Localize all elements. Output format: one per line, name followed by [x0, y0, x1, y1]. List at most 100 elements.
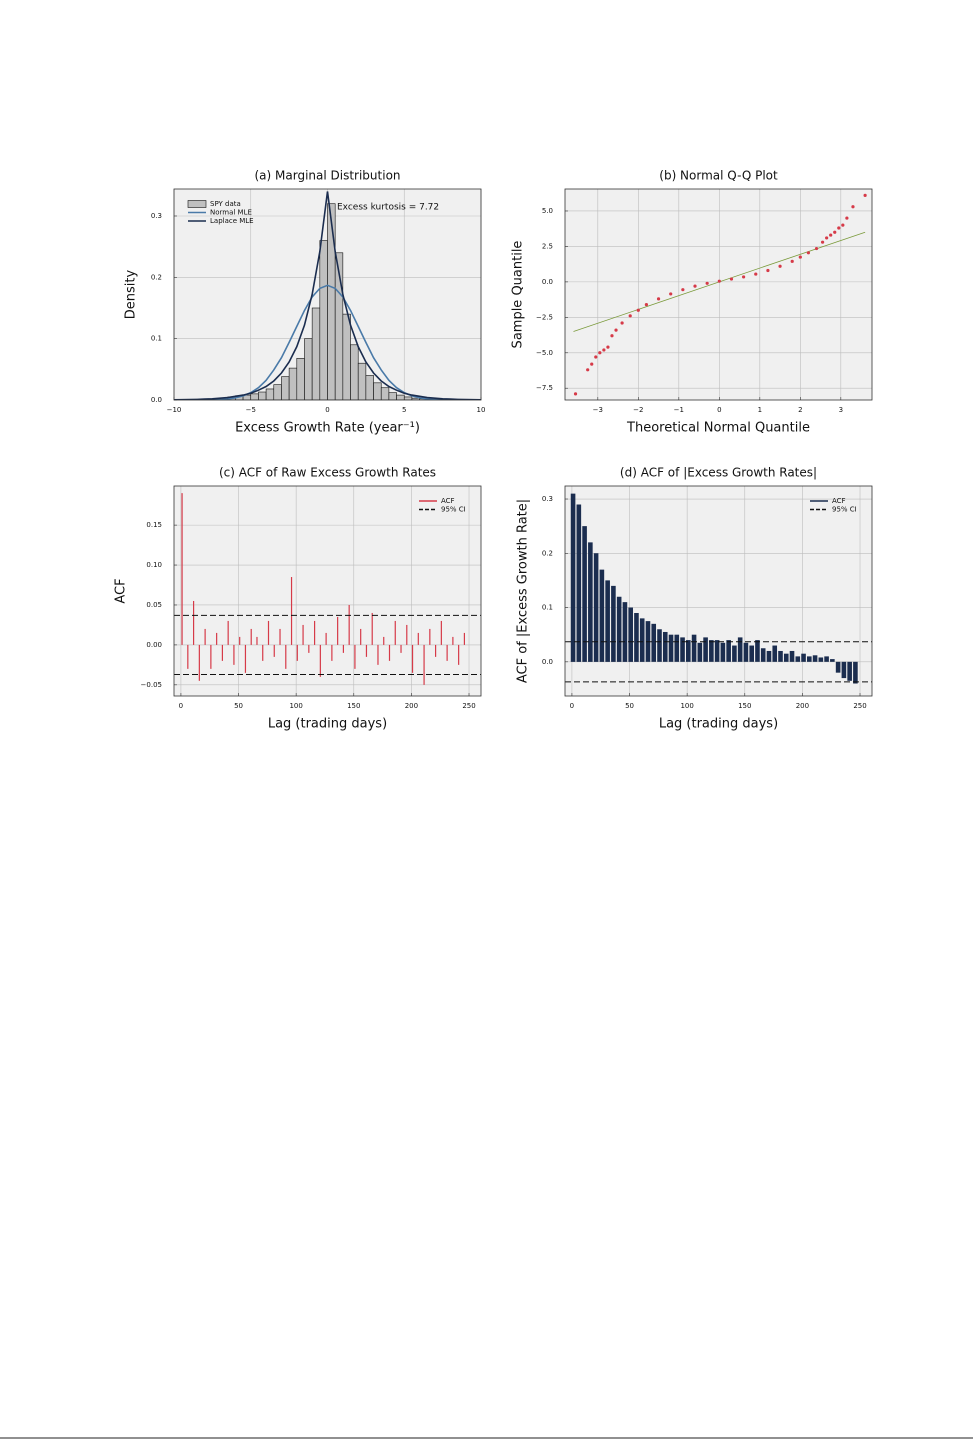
qq-point [766, 268, 770, 273]
y-tick-label: 0.0 [151, 396, 162, 404]
y-tick-label: 0.10 [146, 561, 162, 569]
histogram-bar [403, 396, 413, 400]
x-tick-label: 5 [402, 406, 406, 414]
histogram-bar [304, 338, 313, 400]
qq-point [742, 275, 746, 279]
y-axis-label: ACF of |Excess Growth Rate| [516, 499, 531, 683]
histogram-bar [319, 240, 328, 400]
histogram-bar [396, 394, 405, 400]
x-axis-label: Theoretical Normal Quantile [626, 421, 810, 436]
plot-frame [173, 188, 482, 401]
histogram-bar [365, 375, 374, 400]
x-axis-label: Lag (trading days) [659, 717, 778, 732]
y-tick-label: −5.0 [536, 349, 553, 357]
qq-point [620, 321, 624, 325]
x-tick-label: 150 [738, 702, 751, 710]
qq-point [594, 355, 598, 359]
x-tick-label: 10 [477, 406, 486, 414]
plot-background [565, 189, 872, 400]
y-tick-label: 0.05 [146, 601, 162, 609]
x-tick-label: −2 [633, 406, 643, 414]
legend-swatch [187, 200, 207, 208]
histogram-bar [265, 388, 275, 400]
histogram-bar [380, 387, 390, 400]
x-tick-label: 1 [758, 406, 762, 414]
y-tick-label: −2.5 [536, 313, 553, 321]
qq-point [814, 246, 819, 251]
qq-point [829, 233, 833, 237]
x-tick-label: 50 [234, 702, 243, 710]
x-tick-label: −3 [593, 406, 603, 414]
x-tick-label: 150 [347, 702, 360, 710]
qq-point [798, 255, 802, 259]
y-tick-label: 0.15 [146, 521, 162, 529]
x-tick-label: 0 [179, 702, 183, 710]
y-tick-label: 0.2 [151, 273, 162, 281]
plot-area [174, 191, 481, 400]
y-tick-label: 0.3 [542, 495, 553, 503]
x-tick-label: 3 [839, 406, 843, 414]
qq-point [610, 334, 614, 338]
x-tick-label: 0 [570, 702, 574, 710]
histogram-bar [273, 384, 282, 400]
y-tick-label: −7.5 [536, 384, 553, 392]
plot-frame [564, 485, 873, 697]
x-tick-label: 2 [798, 406, 802, 414]
x-tick-label: −5 [246, 406, 256, 414]
x-axis-label: Excess Growth Rate (year⁻¹) [235, 421, 420, 436]
qq-point [628, 314, 632, 318]
qq-point [705, 281, 709, 285]
y-tick-label: 0.0 [542, 658, 553, 666]
histogram-bar [288, 367, 298, 400]
plot-area [565, 493, 872, 684]
plot-frame [173, 485, 482, 697]
x-tick-label: −10 [167, 406, 182, 414]
qq-point [598, 351, 602, 355]
histogram-bar [350, 344, 359, 400]
histogram-bar [342, 313, 351, 400]
plot-frame [564, 188, 873, 401]
y-tick-label: 0.0 [542, 278, 553, 286]
y-tick-label: 0.2 [542, 549, 553, 557]
y-tick-label: 0.1 [542, 604, 553, 612]
annotation: Excess kurtosis = 7.72 [337, 203, 439, 213]
qq-point [606, 345, 610, 349]
x-axis-label: Lag (trading days) [268, 717, 387, 732]
y-tick-label: −0.05 [141, 681, 162, 689]
y-axis-label: ACF [114, 578, 129, 603]
y-tick-label: 0.00 [146, 641, 162, 649]
qq-point [778, 264, 782, 268]
qq-point [693, 284, 697, 288]
qq-point [669, 292, 673, 296]
legend-label: 95% CI [832, 506, 857, 514]
y-axis-label: Sample Quantile [511, 241, 526, 349]
legend-label: ACF [832, 497, 846, 505]
histogram-bar [258, 391, 267, 400]
qq-point [790, 259, 794, 263]
qq-point [754, 272, 758, 276]
qq-point [656, 297, 661, 301]
histogram-bar [388, 392, 397, 400]
qq-point [837, 226, 841, 230]
density-curve [174, 191, 481, 400]
qq-point [851, 205, 855, 209]
x-tick-label: 200 [796, 702, 809, 710]
chart-title: (c) ACF of Raw Excess Growth Rates [219, 466, 436, 480]
panel: −10 −5 0 5 10 0.0 0.1 0.2 0.3 (a) Marginal Distri… [124, 169, 486, 436]
x-tick-label: 0 [717, 406, 721, 414]
x-tick-label: −1 [674, 406, 684, 414]
x-tick-label: 250 [853, 702, 866, 710]
x-tick-label: 250 [462, 702, 475, 710]
histogram-bar [281, 376, 290, 400]
qq-point [806, 251, 811, 255]
qq-point [825, 236, 829, 240]
plot-area [573, 193, 867, 396]
chart-title: (b) Normal Q-Q Plot [659, 169, 778, 183]
y-axis-label: Density [124, 269, 139, 319]
plot-background [565, 486, 872, 696]
y-tick-label: 2.5 [542, 242, 553, 250]
chart-title: (d) ACF of |Excess Growth Rates| [620, 466, 817, 480]
qq-point [841, 223, 845, 227]
